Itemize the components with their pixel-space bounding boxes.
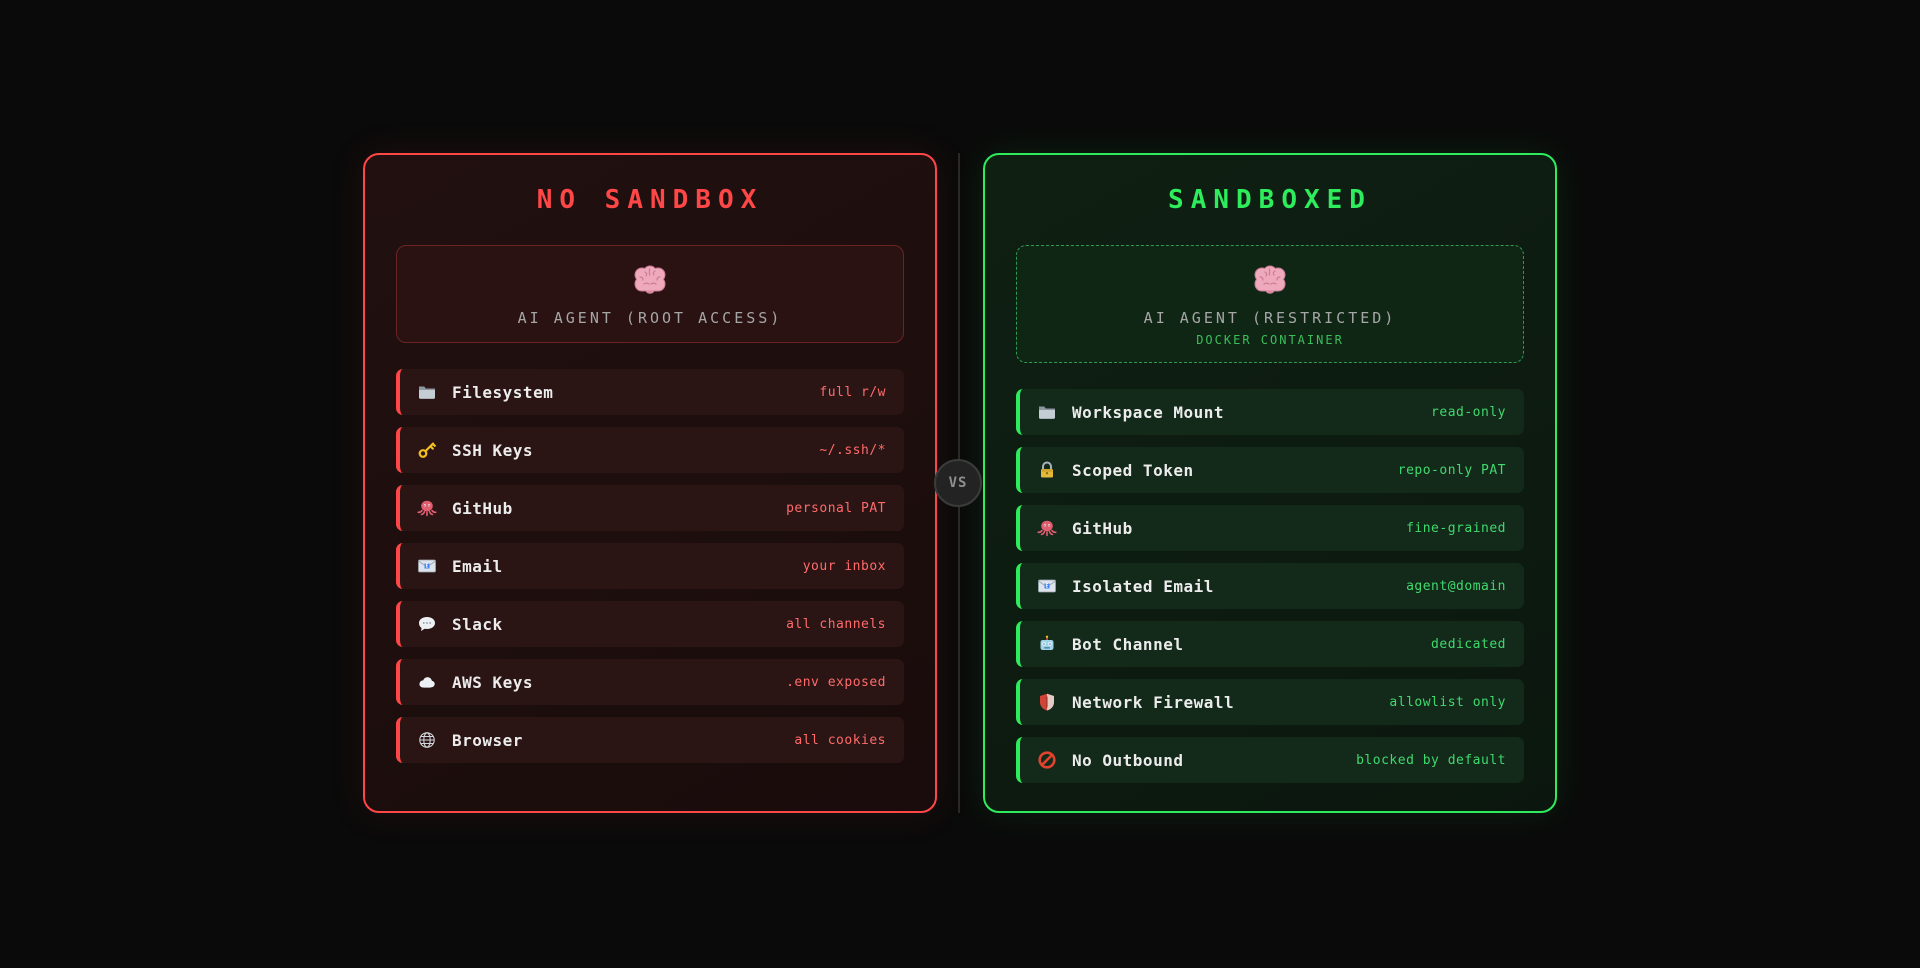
item-value: personal PAT [786, 500, 886, 516]
svg-text:E: E [426, 564, 429, 570]
vs-badge: VS [934, 459, 982, 507]
item-label: GitHub [452, 498, 513, 518]
no-entry-icon [1037, 750, 1057, 770]
item-label: SSH Keys [452, 440, 534, 460]
item-label: Isolated Email [1072, 576, 1214, 596]
list-item: E Email your inbox [396, 543, 904, 589]
list-item: GitHub fine-grained [1016, 505, 1524, 551]
email-icon: E [1037, 576, 1057, 596]
list-item: SSH Keys ~/.ssh/* [396, 427, 904, 473]
globe-icon [417, 730, 437, 750]
item-label: Email [452, 556, 503, 576]
octopus-icon [1037, 518, 1057, 538]
item-value: read-only [1431, 404, 1506, 420]
list-item: Bot Channel dedicated [1016, 621, 1524, 667]
item-value: full r/w [819, 384, 886, 400]
list-item: AWS Keys .env exposed [396, 659, 904, 705]
item-label: No Outbound [1072, 750, 1184, 770]
list-item: No Outbound blocked by default [1016, 737, 1524, 783]
item-label: AWS Keys [452, 672, 534, 692]
item-value: allowlist only [1389, 694, 1506, 710]
list-item: Slack all channels [396, 601, 904, 647]
no-sandbox-panel: NO SANDBOX AI AGENT (ROOT ACCESS) Filesy… [363, 153, 937, 813]
list-item: E Isolated Email agent@domain [1016, 563, 1524, 609]
lock-icon [1037, 460, 1057, 480]
item-value: your inbox [802, 558, 886, 574]
agent-sublabel: DOCKER CONTAINER [1196, 333, 1344, 347]
item-value: repo-only PAT [1397, 462, 1506, 478]
item-value: blocked by default [1356, 752, 1506, 768]
item-label: Browser [452, 730, 523, 750]
folder-icon [417, 382, 437, 402]
item-value: agent@domain [1406, 578, 1506, 594]
key-icon [417, 440, 437, 460]
capability-list: Filesystem full r/w SSH Keys ~/.ssh/* GitHub… [396, 369, 904, 763]
agent-label: AI AGENT (RESTRICTED) [1143, 309, 1397, 327]
item-label: Filesystem [452, 382, 554, 402]
cloud-icon [417, 672, 437, 692]
agent-box: AI AGENT (RESTRICTED) DOCKER CONTAINER [1016, 245, 1524, 363]
agent-label: AI AGENT (ROOT ACCESS) [517, 309, 783, 327]
item-value: all cookies [794, 732, 886, 748]
item-value: all channels [786, 616, 886, 632]
shield-icon [1037, 692, 1057, 712]
item-value: ~/.ssh/* [819, 442, 886, 458]
list-item: Scoped Token repo-only PAT [1016, 447, 1524, 493]
item-label: Workspace Mount [1072, 402, 1224, 422]
item-label: Slack [452, 614, 503, 634]
folder-icon [1037, 402, 1057, 422]
brain-icon [1252, 262, 1288, 298]
brain-icon [632, 262, 668, 298]
svg-text:E: E [1046, 584, 1049, 590]
agent-box: AI AGENT (ROOT ACCESS) [396, 245, 904, 343]
item-label: GitHub [1072, 518, 1133, 538]
email-icon: E [417, 556, 437, 576]
item-value: dedicated [1431, 636, 1506, 652]
item-value: .env exposed [786, 674, 886, 690]
item-label: Scoped Token [1072, 460, 1194, 480]
panel-title: NO SANDBOX [536, 185, 764, 215]
robot-icon [1037, 634, 1057, 654]
panel-title: SANDBOXED [1168, 185, 1372, 215]
list-item: Filesystem full r/w [396, 369, 904, 415]
item-label: Network Firewall [1072, 692, 1235, 712]
list-item: GitHub personal PAT [396, 485, 904, 531]
list-item: Workspace Mount read-only [1016, 389, 1524, 435]
item-label: Bot Channel [1072, 634, 1184, 654]
speech-balloon-icon [417, 614, 437, 634]
list-item: Browser all cookies [396, 717, 904, 763]
vs-label: VS [948, 475, 968, 491]
list-item: Network Firewall allowlist only [1016, 679, 1524, 725]
item-value: fine-grained [1406, 520, 1506, 536]
octopus-icon [417, 498, 437, 518]
sandboxed-panel: SANDBOXED AI AGENT (RESTRICTED) DOCKER C… [983, 153, 1557, 813]
capability-list: Workspace Mount read-only Scoped Token repo… [1016, 389, 1524, 783]
